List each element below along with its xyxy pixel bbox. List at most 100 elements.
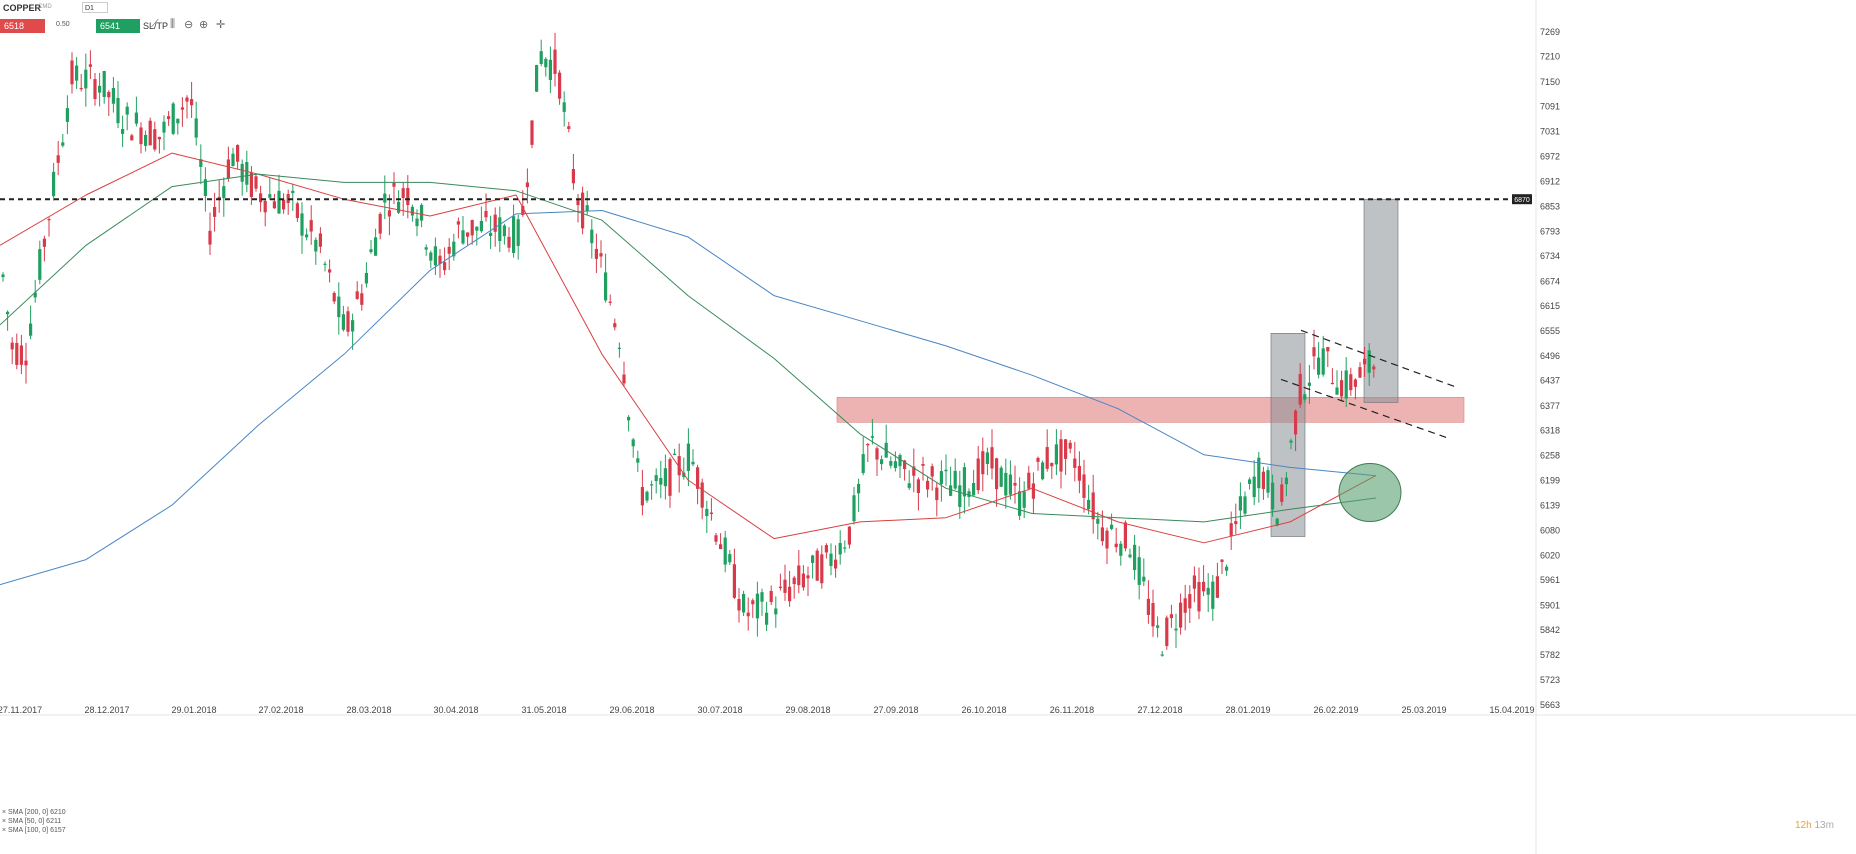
- x-tick-label: 27.11.2017: [0, 705, 42, 715]
- candle: [443, 262, 447, 271]
- candle: [1146, 598, 1150, 615]
- sltp-button[interactable]: SL/TP: [143, 21, 169, 31]
- candle: [1064, 439, 1068, 459]
- candle: [1110, 524, 1114, 529]
- candle: [1372, 366, 1376, 370]
- line-chart-icon[interactable]: ⟋: [151, 18, 159, 30]
- candle: [820, 554, 824, 584]
- candle: [245, 161, 249, 185]
- candle: [484, 210, 488, 218]
- candle: [1294, 410, 1298, 435]
- candle: [1188, 594, 1192, 609]
- x-tick-label: 28.03.2018: [346, 705, 391, 715]
- candle: [1284, 477, 1288, 485]
- candle: [1349, 374, 1353, 391]
- candle: [162, 121, 166, 133]
- candle: [1160, 654, 1164, 656]
- candle: [374, 237, 378, 256]
- channel-upper-line: [1300, 329, 1459, 389]
- candle: [176, 118, 180, 124]
- candle: [990, 447, 994, 469]
- y-tick-label: 5782: [1540, 650, 1560, 660]
- candle: [397, 201, 401, 213]
- candle: [1206, 587, 1210, 595]
- candle: [1169, 614, 1173, 619]
- y-tick-label: 7031: [1540, 127, 1560, 137]
- buy-button[interactable]: 6541: [96, 19, 140, 33]
- candle: [447, 246, 451, 254]
- candle: [562, 102, 566, 112]
- candle: [180, 107, 184, 110]
- candle: [364, 272, 368, 284]
- candle: [1225, 566, 1229, 571]
- candle: [663, 468, 667, 487]
- candle: [1027, 472, 1031, 489]
- candle: [1234, 521, 1238, 525]
- candle: [263, 200, 267, 213]
- legend-sma50[interactable]: × SMA [50, 0] 6211: [2, 818, 62, 825]
- x-tick-label: 27.12.2018: [1137, 705, 1182, 715]
- candle: [525, 182, 529, 188]
- candle: [755, 593, 759, 619]
- candle: [627, 416, 631, 421]
- candle: [631, 439, 635, 447]
- candle: [213, 207, 217, 217]
- candle: [958, 485, 962, 507]
- y-tick-label: 5901: [1540, 600, 1560, 610]
- candle: [203, 179, 207, 196]
- candle: [226, 159, 230, 179]
- candle: [111, 88, 115, 104]
- bar-type-icon[interactable]: ⫼: [170, 18, 176, 30]
- candle: [1036, 457, 1040, 462]
- candle: [530, 120, 534, 145]
- candle: [893, 461, 897, 468]
- resistance-zone: [836, 397, 1465, 423]
- candle: [760, 592, 764, 602]
- sma200-line: [0, 210, 1377, 586]
- zoom-out-icon[interactable]: ⊖: [184, 19, 194, 31]
- candle: [475, 226, 479, 231]
- symbol-category: CMD: [38, 4, 52, 10]
- candle: [622, 374, 626, 384]
- candle: [1050, 462, 1054, 467]
- y-tick-label: 5842: [1540, 625, 1560, 635]
- crosshair-icon[interactable]: ✛: [216, 19, 226, 31]
- candle: [1165, 617, 1169, 646]
- candle: [1082, 474, 1086, 498]
- candle: [677, 456, 681, 476]
- candle: [1073, 458, 1077, 468]
- candle: [553, 49, 557, 74]
- legend-sma100[interactable]: × SMA [100, 0] 6157: [2, 827, 66, 834]
- candle: [581, 192, 585, 229]
- candle: [1105, 530, 1109, 549]
- candle: [259, 193, 263, 203]
- y-tick-label: 6318: [1540, 426, 1560, 436]
- candle: [328, 269, 332, 273]
- sell-button[interactable]: 6518: [0, 19, 45, 33]
- y-tick-label: 6258: [1540, 451, 1560, 461]
- legend-sma200[interactable]: × SMA [200, 0] 6210: [2, 809, 66, 816]
- symbol-label[interactable]: COPPER: [3, 3, 42, 13]
- candle: [277, 190, 281, 214]
- candle: [682, 472, 686, 477]
- zoom-in-icon[interactable]: ⊕: [199, 19, 209, 31]
- candle: [424, 247, 428, 250]
- candle: [167, 116, 171, 120]
- timeframe-select[interactable]: D1: [82, 2, 108, 13]
- candle: [608, 301, 612, 303]
- candle: [314, 239, 318, 252]
- candle: [1202, 581, 1206, 592]
- candle: [654, 475, 658, 482]
- candle: [949, 485, 953, 496]
- candle: [732, 564, 736, 598]
- candle: [981, 451, 985, 475]
- candle: [1018, 491, 1022, 516]
- candle: [1266, 470, 1270, 493]
- candle: [801, 573, 805, 588]
- candle: [148, 120, 152, 146]
- candle: [999, 467, 1003, 487]
- candle: [691, 461, 695, 465]
- candle: [208, 230, 212, 245]
- candle: [134, 112, 138, 124]
